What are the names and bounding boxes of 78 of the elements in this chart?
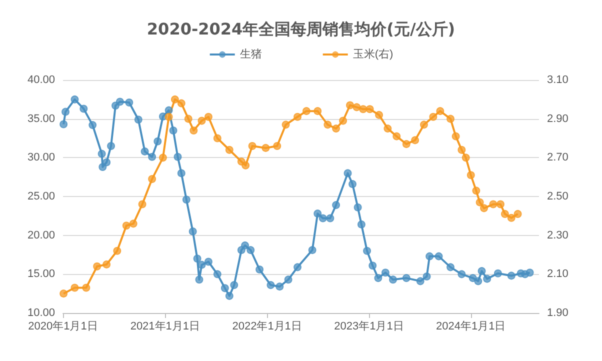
point [384, 124, 392, 133]
x-tick-label: 2022年1月1日 [232, 320, 302, 332]
point [282, 120, 290, 129]
y2-tick-label: 2.90 [547, 112, 568, 125]
point [177, 99, 186, 108]
point [452, 132, 460, 140]
point [93, 262, 102, 270]
point [496, 200, 504, 208]
point [500, 210, 509, 218]
point [294, 112, 302, 121]
point [82, 284, 90, 292]
point [476, 198, 484, 206]
y-tick-label: 35.00 [27, 112, 55, 125]
point [248, 142, 256, 150]
point [102, 260, 111, 268]
point [366, 105, 374, 114]
point [198, 116, 206, 125]
point [332, 124, 340, 133]
point [122, 222, 130, 230]
legend-label: 生猪 [240, 48, 262, 60]
point [402, 140, 410, 148]
x-tick-label: 2020年1月1日 [28, 320, 98, 332]
point [489, 200, 498, 208]
point [352, 103, 361, 112]
point [420, 120, 428, 129]
point [375, 110, 384, 119]
y-tick-label: 15.00 [27, 268, 55, 280]
chart-title: 2020-2024年全国每周销售均价(元/公斤) [146, 20, 456, 38]
y2-tick-label: 2.70 [547, 152, 568, 164]
point [392, 132, 401, 140]
y-tick-label: 25.00 [27, 190, 55, 202]
point [429, 112, 438, 121]
y2-tick-label: 3.10 [547, 74, 568, 86]
point [148, 175, 156, 184]
point [184, 114, 192, 123]
point [170, 95, 179, 104]
y-tick-label: 10.00 [27, 307, 55, 319]
point [273, 142, 282, 150]
point [346, 101, 354, 110]
point [462, 154, 470, 162]
y2-tick-label: 1.90 [547, 307, 568, 319]
y2-tick-label: 2.50 [547, 190, 568, 202]
point [324, 120, 332, 129]
point [472, 186, 480, 195]
point [514, 210, 522, 218]
y-tick-label: 40.00 [27, 74, 55, 86]
point [359, 105, 368, 114]
point [262, 144, 270, 152]
point [436, 107, 444, 116]
point [339, 116, 348, 125]
point [225, 146, 234, 154]
y-tick-label: 20.00 [27, 229, 55, 242]
point [204, 112, 212, 121]
point [302, 107, 310, 116]
point [242, 161, 250, 170]
point [60, 290, 68, 298]
point [466, 171, 475, 180]
point [158, 154, 167, 162]
point [458, 146, 466, 154]
point [480, 204, 488, 212]
point [446, 114, 454, 123]
point [164, 112, 173, 121]
point [411, 136, 420, 144]
x-tick-label: 2024年1月1日 [436, 320, 506, 332]
point [507, 214, 516, 222]
point [129, 220, 138, 228]
x-tick-label: 2023年1月1日 [334, 320, 404, 332]
point [190, 126, 198, 134]
y2-tick-label: 2.30 [547, 229, 568, 242]
point [70, 284, 79, 292]
point [213, 134, 222, 142]
point [113, 246, 122, 255]
y-tick-label: 30.00 [27, 152, 55, 164]
point [314, 107, 322, 116]
legend-label: 玉米(右) [352, 48, 394, 60]
x-tick-label: 2021年1月1日 [130, 320, 200, 332]
y2-tick-label: 2.10 [547, 268, 568, 280]
point [138, 200, 146, 208]
